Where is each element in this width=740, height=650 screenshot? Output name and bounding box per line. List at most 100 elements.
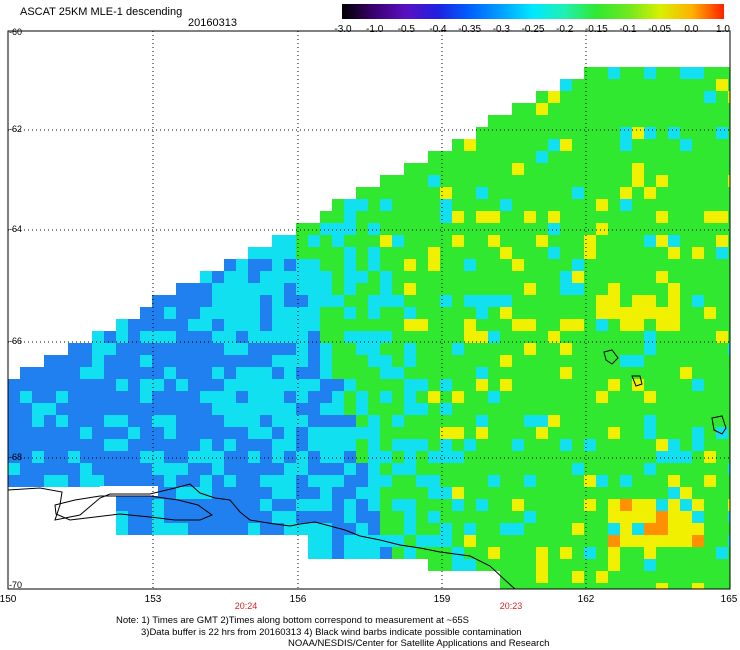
swath-cell <box>188 523 200 535</box>
swath-cell <box>728 319 730 331</box>
swath-cell <box>176 283 188 295</box>
colorbar-tick-label: -0.25 <box>521 24 545 35</box>
swath-cell <box>632 511 644 523</box>
swath-cell <box>608 67 620 79</box>
swath-cell <box>320 271 332 283</box>
swath-cell <box>644 583 656 589</box>
swath-cell <box>668 379 680 391</box>
swath-cell <box>428 247 440 259</box>
swath-cell <box>644 379 656 391</box>
swath-cell <box>272 247 284 259</box>
swath-cell <box>332 391 344 403</box>
swath-cell <box>596 571 608 583</box>
swath-cell <box>476 235 488 247</box>
swath-cell <box>524 295 536 307</box>
swath-cell <box>656 139 668 151</box>
swath-cell <box>392 235 404 247</box>
swath-cell <box>668 499 680 511</box>
swath-cell <box>308 499 320 511</box>
swath-cell <box>392 511 404 523</box>
swath-cell <box>644 247 656 259</box>
swath-cell <box>416 475 428 487</box>
swath-cell <box>44 415 56 427</box>
swath-cell <box>548 103 560 115</box>
swath-cell <box>512 139 524 151</box>
swath-cell <box>548 463 560 475</box>
swath-cell <box>188 343 200 355</box>
swath-cell <box>644 211 656 223</box>
lon-label: 153 <box>144 594 162 605</box>
swath-cell <box>500 175 512 187</box>
swath-cell <box>296 475 308 487</box>
swath-cell <box>392 415 404 427</box>
swath-cell <box>212 523 224 535</box>
swath-cell <box>608 79 620 91</box>
swath-cell <box>536 319 548 331</box>
swath-cell <box>488 415 500 427</box>
swath-cell <box>632 331 644 343</box>
swath-cell <box>236 319 248 331</box>
swath-cell <box>404 295 416 307</box>
swath-cell <box>572 91 584 103</box>
swath-cell <box>164 331 176 343</box>
swath-cell <box>80 391 92 403</box>
swath-cell <box>668 427 680 439</box>
swath-cell <box>308 415 320 427</box>
swath-cell <box>20 439 32 451</box>
swath-cell <box>344 247 356 259</box>
swath-cell <box>104 355 116 367</box>
swath-cell <box>296 403 308 415</box>
swath-cell <box>548 319 560 331</box>
swath-cell <box>620 583 632 589</box>
swath-cell <box>188 427 200 439</box>
swath-cell <box>128 331 140 343</box>
swath-cell <box>296 319 308 331</box>
swath-cell <box>560 139 572 151</box>
swath-cell <box>644 475 656 487</box>
swath-cell <box>260 511 272 523</box>
swath-cell <box>176 367 188 379</box>
swath-cell <box>608 103 620 115</box>
swath-cell <box>608 559 620 571</box>
swath-cell <box>416 259 428 271</box>
swath-cell <box>464 199 476 211</box>
swath-cell <box>512 535 524 547</box>
swath-cell <box>332 295 344 307</box>
lat-label: -62 <box>9 124 23 134</box>
swath-cell <box>524 415 536 427</box>
swath-cell <box>140 403 152 415</box>
swath-cell <box>380 235 392 247</box>
swath-cell <box>488 487 500 499</box>
swath-cell <box>92 427 104 439</box>
swath-cell <box>176 403 188 415</box>
swath-cell <box>452 367 464 379</box>
swath-cell <box>200 367 212 379</box>
swath-cell <box>260 499 272 511</box>
swath-cell <box>200 463 212 475</box>
swath-cell <box>524 475 536 487</box>
swath-cell <box>344 259 356 271</box>
swath-cell <box>524 115 536 127</box>
swath-cell <box>548 295 560 307</box>
swath-cell <box>704 415 716 427</box>
swath-cell <box>200 307 212 319</box>
swath-cell <box>308 307 320 319</box>
swath-cell <box>728 403 730 415</box>
swath-cell <box>548 91 560 103</box>
swath-cell <box>368 535 380 547</box>
swath-cell <box>680 499 692 511</box>
swath-cell <box>596 175 608 187</box>
swath-cell <box>404 235 416 247</box>
swath-cell <box>668 91 680 103</box>
swath-cell <box>572 391 584 403</box>
swath-cell <box>236 391 248 403</box>
swath-cell <box>188 307 200 319</box>
swath-cell <box>356 307 368 319</box>
swath-cell <box>620 571 632 583</box>
swath-cell <box>572 259 584 271</box>
swath-cell <box>152 499 164 511</box>
swath-cell <box>344 367 356 379</box>
swath-cell <box>308 547 320 559</box>
swath-cell <box>692 343 704 355</box>
swath-cell <box>428 211 440 223</box>
